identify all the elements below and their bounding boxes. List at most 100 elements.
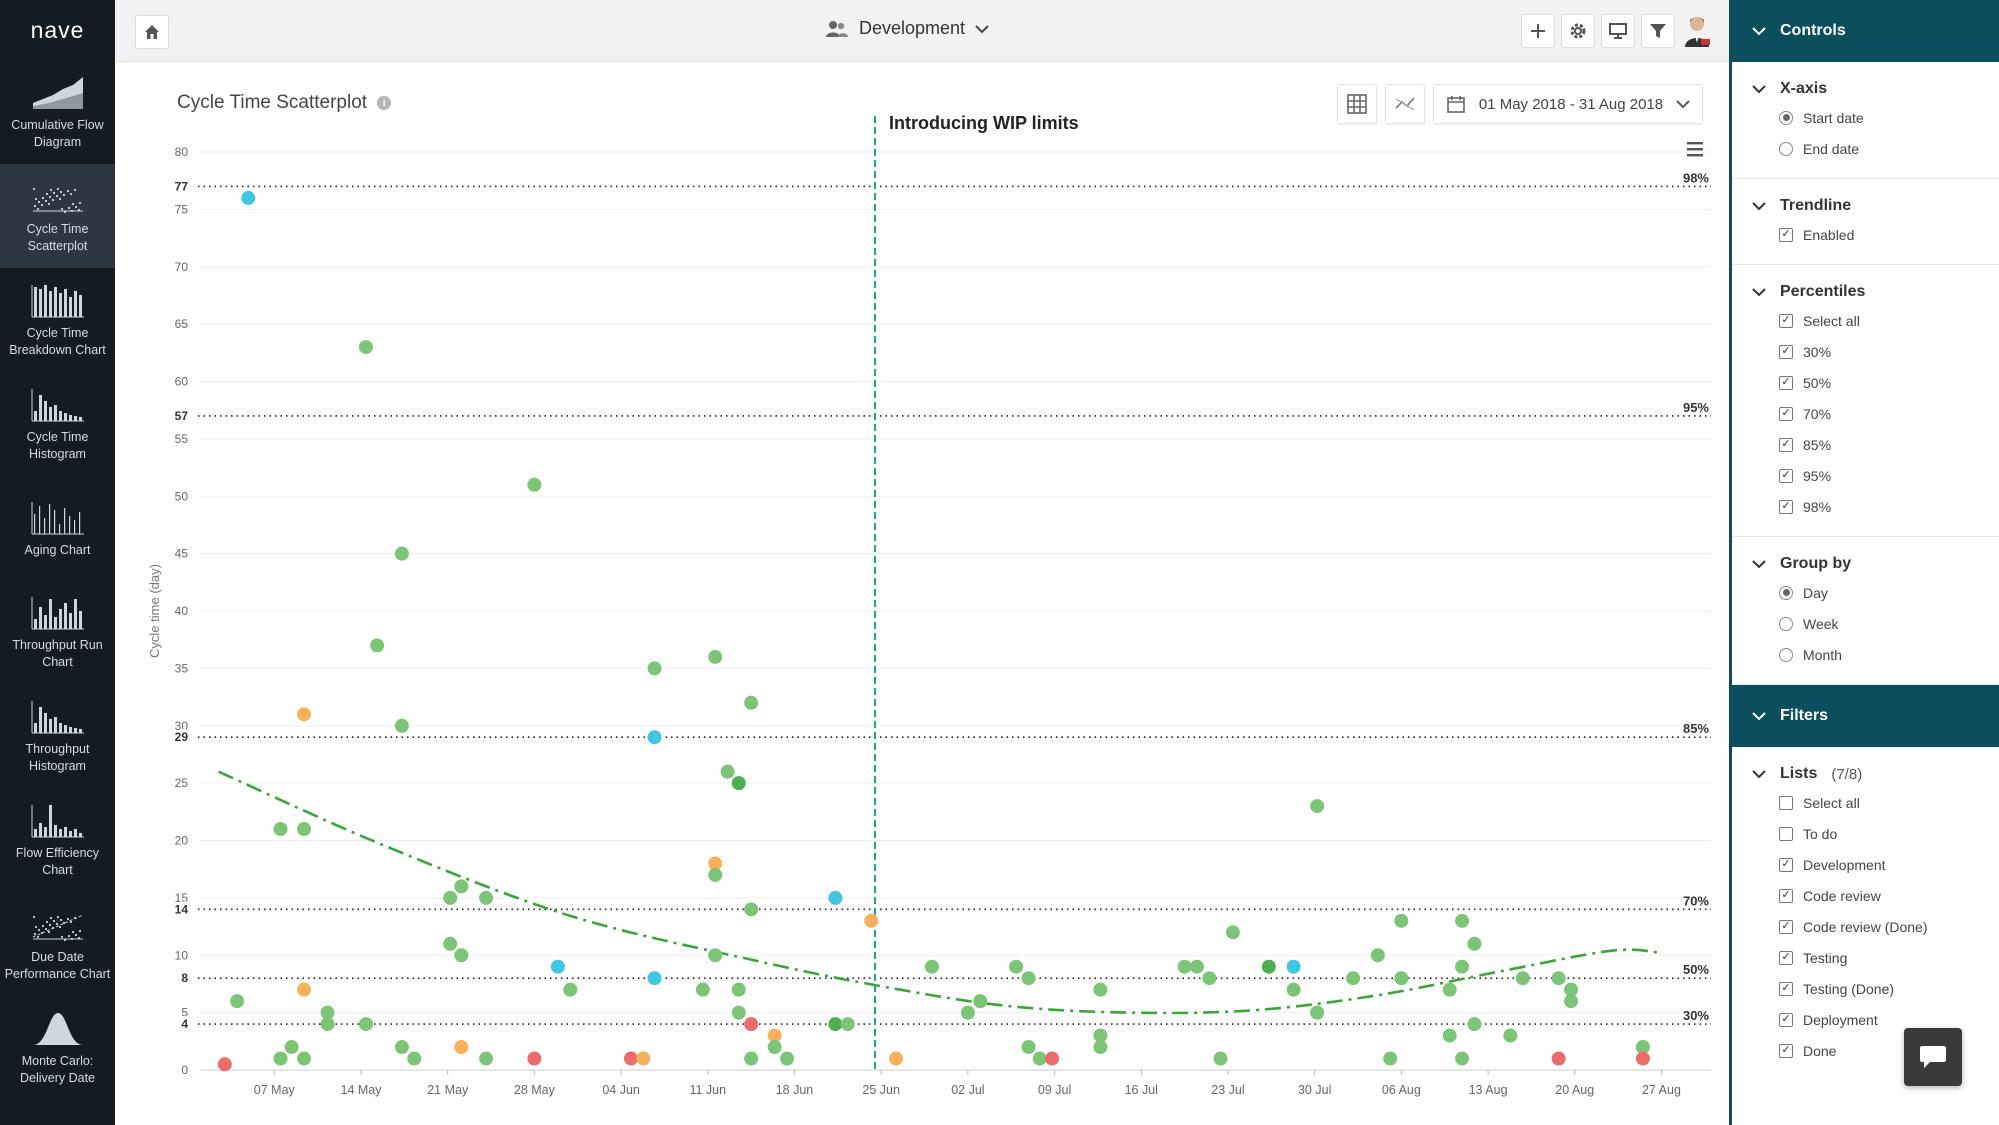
nav-item-throughput-hist[interactable]: Throughput Histogram [0,684,115,788]
data-point [744,695,759,710]
filters-header[interactable]: Filters [1732,685,1999,747]
date-range-picker[interactable]: 01 May 2018 - 31 Aug 2018 [1433,84,1703,124]
present-button[interactable] [1601,14,1635,48]
option-label: 98% [1803,498,1832,515]
option-label: Day [1803,584,1828,601]
groupby-option[interactable]: Day [1732,577,1999,608]
option-label: Enabled [1803,226,1855,243]
lists-option[interactable]: ✓ Done [1732,1035,1999,1066]
nav-item-histogram[interactable]: Cycle Time Histogram [0,372,115,476]
data-point [527,477,542,492]
brand-logo[interactable]: nave [30,16,85,43]
y-tick-label: 25 [175,776,189,790]
chevron-down-icon [1752,27,1766,36]
checkbox-checked-icon: ✓ [1779,888,1793,903]
controls-header[interactable]: Controls [1732,0,1999,62]
menu-bar [1687,142,1703,145]
data-point [1635,1040,1650,1055]
percentiles-option[interactable]: ✓ 98% [1732,491,1999,522]
lists-option[interactable]: ✓ Code review [1732,880,1999,911]
checkbox-checked-icon: ✓ [1779,1012,1793,1027]
percentiles-option[interactable]: ✓ 95% [1732,460,1999,491]
lists-option[interactable]: ✓ Testing [1732,942,1999,973]
data-point [1515,971,1530,986]
chart-menu-icon[interactable] [1687,142,1703,157]
percentiles-option[interactable]: ✓ 85% [1732,429,1999,460]
nav-item-label: Cumulative Flow Diagram [11,118,104,149]
data-point [1383,1051,1398,1066]
filter-icon [1650,24,1666,38]
chat-button[interactable] [1904,1028,1962,1086]
lists-toggle[interactable]: Lists (7/8) [1732,761,1999,787]
lists-option[interactable]: ✓ Deployment [1732,1004,1999,1035]
percentiles-option[interactable]: ✓ 70% [1732,398,1999,429]
y-tick-label: 65 [175,317,189,331]
y-tick-label: 80 [175,145,189,159]
checkbox-checked-icon: ✓ [1779,499,1793,514]
option-label: Month [1803,646,1842,663]
top-actions [1521,14,1715,48]
data-point [973,994,988,1009]
board-selector[interactable]: Development [825,18,989,39]
data-point [1394,913,1409,928]
nav-item-breakdown[interactable]: Cycle Time Breakdown Chart [0,268,115,372]
settings-button[interactable] [1561,14,1595,48]
percentile-label: 70% [1683,893,1709,908]
percentile-value-bg [180,1016,202,1033]
lists-option[interactable]: To do [1732,818,1999,849]
percentiles-title: Percentiles [1780,283,1866,300]
lists-option[interactable]: Select all [1732,787,1999,818]
checkbox-checked-icon: ✓ [1779,950,1793,965]
xaxis-option[interactable]: Start date [1732,102,1999,133]
data-point [731,1005,746,1020]
lists-option[interactable]: ✓ Development [1732,849,1999,880]
data-point [563,982,578,997]
nav-item-throughput-run[interactable]: Throughput Run Chart [0,580,115,684]
nav-item-cfd[interactable]: Cumulative Flow Diagram [0,60,115,164]
percentiles-toggle[interactable]: Percentiles [1732,279,1999,305]
add-button[interactable] [1521,14,1555,48]
lists-option[interactable]: ✓ Testing (Done) [1732,973,1999,1004]
data-point [744,902,759,917]
nav-item-monte-carlo[interactable]: Monte Carlo: Delivery Date [0,996,115,1100]
x-tick-label: 20 Aug [1555,1083,1594,1097]
checkbox-checked-icon: ✓ [1779,344,1793,359]
lists-option[interactable]: ✓ Code review (Done) [1732,911,1999,942]
home-button[interactable] [135,15,169,49]
trendline-toggle[interactable]: Trendline [1732,193,1999,219]
data-point [1455,1051,1470,1066]
histogram-icon [31,701,84,734]
checkbox-checked-icon: ✓ [1779,1043,1793,1058]
nav-item-aging[interactable]: Aging Chart [0,476,115,580]
checkbox-checked-icon: ✓ [1779,375,1793,390]
checkbox-checked-icon: ✓ [1779,981,1793,996]
groupby-option[interactable]: Month [1732,639,1999,670]
y-tick-label: 75 [175,202,189,216]
y-tick-label: 5 [181,1006,188,1020]
x-tick-label: 11 Jun [689,1083,726,1097]
trend-view-button[interactable] [1385,84,1425,124]
trendline-option[interactable]: ✓ Enabled [1732,219,1999,250]
table-view-button[interactable] [1337,84,1377,124]
nav-item-flow-eff[interactable]: Flow Efficiency Chart [0,788,115,892]
percentiles-option[interactable]: ✓ 50% [1732,367,1999,398]
nav-item-due-date[interactable]: Due Date Performance Chart [0,892,115,996]
nav-item-scatter[interactable]: Cycle Time Scatterplot [0,164,115,268]
xaxis-option[interactable]: End date [1732,133,1999,164]
data-point [1093,1028,1108,1043]
chevron-down-icon [1676,100,1690,109]
nav-item-label: Cycle Time Scatterplot [26,222,89,253]
percentiles-option[interactable]: ✓ 30% [1732,336,1999,367]
data-point [767,1040,782,1055]
filter-button[interactable] [1641,14,1675,48]
percentiles-option[interactable]: ✓ Select all [1732,305,1999,336]
info-icon[interactable]: i [377,96,392,110]
percentiles-section: Percentiles ✓ Select all ✓ 30% ✓ 50% ✓ 70% ✓ 85% ✓ 9… [1732,265,1999,537]
groupby-option[interactable]: Week [1732,608,1999,639]
user-avatar[interactable] [1681,14,1715,48]
xaxis-toggle[interactable]: X-axis [1732,76,1999,102]
y-tick-label: 0 [181,1063,188,1077]
groupby-toggle[interactable]: Group by [1732,551,1999,577]
chevron-down-icon [1752,560,1766,569]
